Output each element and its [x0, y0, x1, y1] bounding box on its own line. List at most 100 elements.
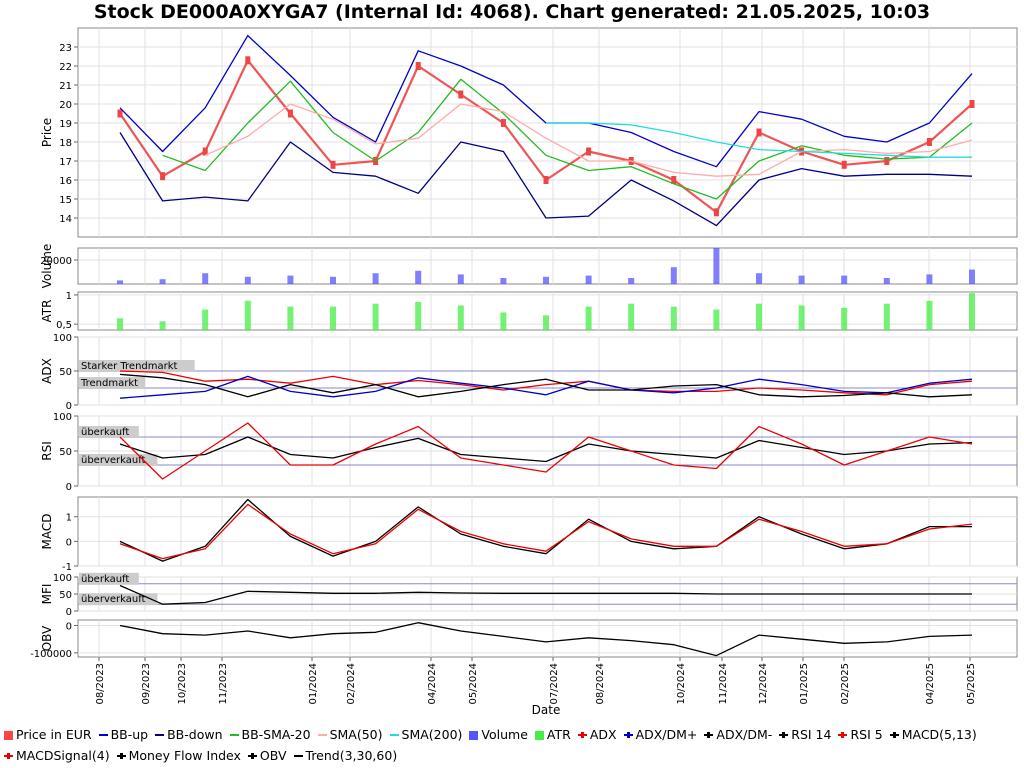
legend-swatch — [838, 732, 848, 738]
legend-item-atr: ATR — [534, 724, 571, 745]
price-candle-20 — [969, 100, 975, 108]
price-candle-19 — [926, 138, 932, 146]
legend-label: SMA(50) — [329, 727, 383, 742]
bar-volume-10 — [543, 276, 549, 284]
bar-atr-15 — [756, 303, 762, 330]
bar-volume-12 — [628, 278, 635, 284]
legend-swatch — [469, 731, 479, 740]
legend-swatch — [229, 734, 239, 736]
legend-swatch — [577, 732, 587, 738]
bar-atr-0 — [117, 318, 123, 330]
legend-label: Volume — [481, 727, 528, 742]
legend-label: SMA(200) — [401, 727, 463, 742]
bar-atr-3 — [244, 300, 251, 330]
panel-frame-price — [77, 27, 1018, 238]
legend-label: ADX/DM+ — [635, 727, 698, 742]
series-price-sma-50 — [204, 103, 973, 177]
bar-volume-3 — [244, 276, 251, 284]
ytick-label-rsi-2: 100 — [53, 412, 72, 423]
legend-swatch — [534, 731, 544, 740]
legend-item-adx-dm: ADX/DM- — [704, 724, 772, 745]
price-candle-5 — [330, 160, 336, 169]
legend-swatch — [4, 753, 13, 759]
ytick-label-price-0: 14 — [59, 214, 72, 225]
xtick-label-11: 11/2024 — [718, 663, 729, 705]
bar-volume-7 — [415, 270, 422, 284]
series-macd-macd-5-13 — [119, 498, 972, 562]
ylabel-price: Price — [40, 118, 54, 147]
ytick-label-macd-2: 1 — [66, 513, 72, 524]
xtick-label-9: 08/2024 — [595, 663, 606, 705]
series-adx-adx — [119, 370, 973, 396]
legend-label: BB-up — [110, 727, 149, 742]
xtick-label-0: 08/2023 — [95, 663, 106, 705]
legend-item-rsi-14: RSI 14 — [779, 724, 831, 745]
bar-volume-8 — [457, 274, 464, 284]
bar-volume-16 — [798, 275, 805, 284]
band-label-rsi-1: überverkauft — [81, 455, 146, 466]
series-price-sma-200 — [546, 122, 972, 158]
bar-atr-1 — [159, 321, 166, 330]
series-adx-adx-dm — [119, 375, 973, 399]
band-label-rsi-0: überkauft — [81, 427, 129, 438]
legend-item-adx: ADX — [577, 724, 617, 745]
bar-volume-13 — [670, 267, 677, 284]
legend-label: BB-down — [167, 727, 223, 742]
xtick-label-16: 05/2025 — [966, 663, 977, 705]
band-label-bg-mfi-0 — [79, 572, 139, 585]
price-candle-14 — [713, 208, 719, 217]
ytick-label-price-8: 22 — [59, 62, 72, 73]
ytick-label-obv-1: 0 — [66, 621, 72, 632]
series-price-bb-down — [119, 132, 973, 227]
ytick-label-price-7: 21 — [59, 81, 72, 92]
legend-label: MACD(5,13) — [901, 727, 977, 742]
legend-label: Trend(3,30,60) — [305, 748, 398, 763]
price-candle-11 — [586, 147, 592, 156]
xtick-label-3: 11/2023 — [218, 663, 229, 705]
price-candle-4 — [287, 109, 293, 118]
legend-label: OBV — [259, 748, 287, 763]
band-label-adx-1: Trendmarkt — [80, 378, 138, 389]
bar-atr-17 — [841, 307, 848, 330]
band-label-bg-adx-1 — [79, 377, 145, 389]
ylabel-mfi: MFI — [40, 584, 54, 605]
bar-atr-4 — [287, 306, 294, 330]
bar-atr-10 — [543, 315, 549, 330]
ytick-label-adx-1: 50 — [59, 367, 72, 378]
legend-item-adx-dm: ADX/DM+ — [623, 724, 698, 745]
ytick-label-price-4: 18 — [59, 138, 72, 149]
ytick-label-macd-0: -1 — [62, 562, 72, 573]
ytick-label-price-3: 17 — [59, 157, 72, 168]
price-candle-17 — [841, 160, 847, 169]
price-candle-10 — [543, 176, 549, 184]
ytick-label-atr-1: 1 — [66, 291, 72, 302]
bar-atr-19 — [926, 300, 933, 330]
ytick-label-price-6: 20 — [59, 100, 72, 111]
ytick-label-adx-2: 100 — [53, 333, 72, 344]
legend-swatch — [293, 755, 303, 757]
legend: Price in EUR BB-up BB-down BB-SMA-20 SMA(50)… — [4, 724, 1022, 766]
ytick-label-mfi-1: 50 — [59, 590, 72, 601]
legend-item-bb-down: BB-down — [155, 724, 223, 745]
legend-swatch — [389, 734, 399, 736]
bar-atr-13 — [670, 306, 677, 330]
legend-label: ADX — [589, 727, 617, 742]
ytick-label-mfi-2: 100 — [53, 573, 72, 584]
legend-label: RSI 5 — [850, 727, 883, 742]
price-candle-0 — [117, 109, 123, 118]
ytick-label-price-2: 16 — [59, 176, 72, 187]
bar-volume-18 — [883, 278, 890, 284]
bar-atr-6 — [372, 303, 379, 330]
xtick-label-1: 09/2023 — [141, 663, 152, 705]
bar-volume-20 — [969, 269, 975, 284]
panel-frame-obv — [77, 619, 1018, 658]
legend-swatch — [98, 734, 108, 736]
bar-volume-15 — [756, 273, 762, 284]
legend-item-sma-200: SMA(200) — [389, 724, 463, 745]
bar-atr-12 — [628, 303, 635, 330]
legend-item-rsi-5: RSI 5 — [838, 724, 883, 745]
xtick-label-2: 10/2023 — [177, 663, 188, 705]
bar-volume-0 — [117, 280, 123, 284]
ytick-label-atr-0: 0,5 — [56, 320, 72, 331]
series-obv-obv — [119, 622, 973, 657]
